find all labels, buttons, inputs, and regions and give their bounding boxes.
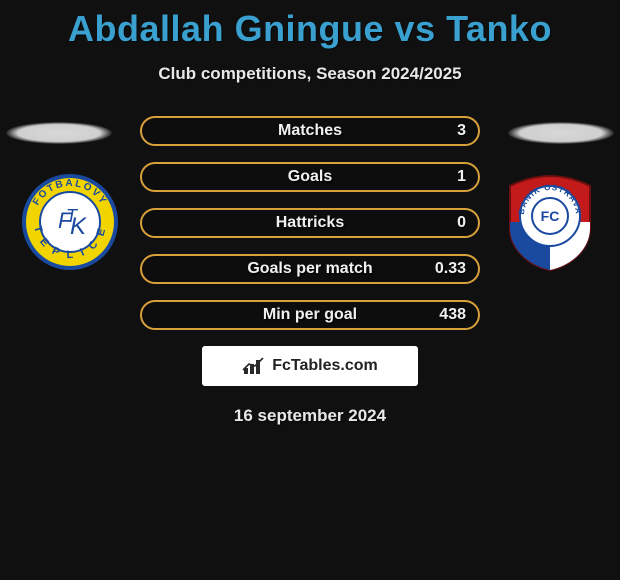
- stat-label: Hattricks: [142, 210, 478, 236]
- stat-right-value: 438: [439, 302, 466, 328]
- stat-label: Matches: [142, 118, 478, 144]
- teplice-crest-icon: FOTBALOVÝ T E P L I C E F K T: [20, 172, 120, 272]
- subtitle: Club competitions, Season 2024/2025: [0, 64, 620, 84]
- player-shadow-left: [6, 122, 112, 144]
- comparison-stage: FOTBALOVÝ T E P L I C E F K T BANÍK OST: [0, 116, 620, 426]
- bar-chart-icon: [242, 356, 266, 376]
- stat-rows: Matches 3 Goals 1 Hattricks 0 Goals per …: [140, 116, 480, 330]
- stat-row-hattricks: Hattricks 0: [140, 208, 480, 238]
- banik-ostrava-crest-icon: BANÍK OSTRAVA FC: [500, 172, 600, 272]
- player-shadow-right: [508, 122, 614, 144]
- team-crest-left: FOTBALOVÝ T E P L I C E F K T: [20, 172, 120, 256]
- stat-label: Goals: [142, 164, 478, 190]
- stat-right-value: 0: [457, 210, 466, 236]
- stat-label: Goals per match: [142, 256, 478, 282]
- stat-row-matches: Matches 3: [140, 116, 480, 146]
- stat-right-value: 0.33: [435, 256, 466, 282]
- attribution-text: FcTables.com: [272, 357, 378, 375]
- attribution-box: FcTables.com: [202, 346, 418, 386]
- stat-label: Min per goal: [142, 302, 478, 328]
- snapshot-date: 16 september 2024: [0, 406, 620, 426]
- stat-right-value: 1: [457, 164, 466, 190]
- team-crest-right: BANÍK OSTRAVA FC: [500, 172, 600, 256]
- stat-row-min-per-goal: Min per goal 438: [140, 300, 480, 330]
- stat-row-goals: Goals 1: [140, 162, 480, 192]
- stat-right-value: 3: [457, 118, 466, 144]
- page-title: Abdallah Gningue vs Tanko: [0, 0, 620, 50]
- stat-row-goals-per-match: Goals per match 0.33: [140, 254, 480, 284]
- svg-text:FC: FC: [541, 208, 560, 224]
